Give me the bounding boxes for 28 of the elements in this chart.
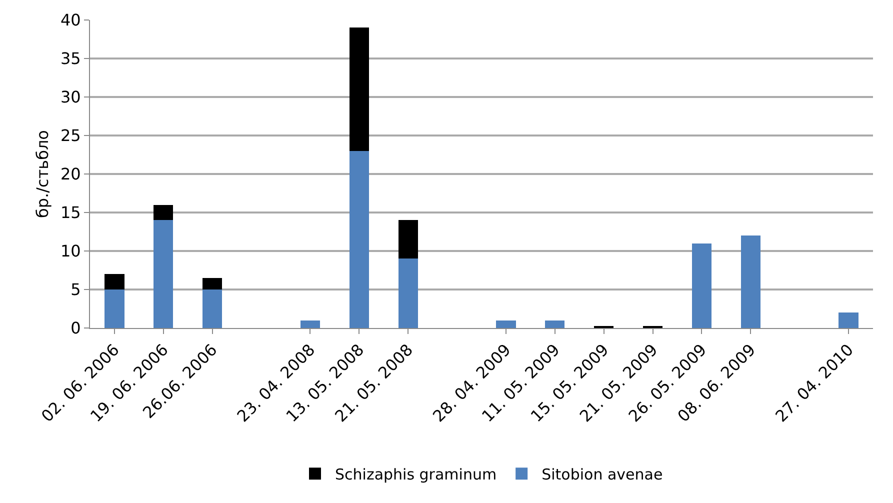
bar	[300, 320, 320, 328]
bar	[104, 290, 124, 328]
bar	[349, 150, 369, 328]
bar	[398, 258, 418, 328]
bar	[154, 204, 174, 220]
y-tick-label: 0	[70, 318, 81, 338]
bar	[398, 220, 418, 259]
bar	[545, 320, 565, 328]
y-tick-label: 15	[60, 203, 81, 222]
bar	[496, 320, 516, 328]
bar	[692, 243, 712, 328]
y-axis-title: бр./стьбло	[33, 130, 52, 218]
bar	[154, 220, 174, 328]
legend-label: Schizaphis graminum	[335, 465, 497, 484]
bar	[349, 28, 369, 151]
y-tick-label: 20	[60, 164, 81, 184]
y-tick-label: 10	[60, 242, 81, 261]
bar	[104, 274, 124, 290]
bar	[838, 312, 858, 328]
bar	[202, 290, 222, 328]
y-tick-label: 30	[60, 88, 81, 107]
y-tick-label: 35	[60, 49, 81, 68]
bar	[740, 236, 760, 328]
legend-label: Sitobion avenae	[542, 465, 663, 484]
bar	[202, 278, 222, 290]
y-tick-label: 40	[60, 10, 81, 30]
y-tick-label: 5	[70, 280, 81, 300]
y-tick-label: 25	[60, 126, 81, 146]
